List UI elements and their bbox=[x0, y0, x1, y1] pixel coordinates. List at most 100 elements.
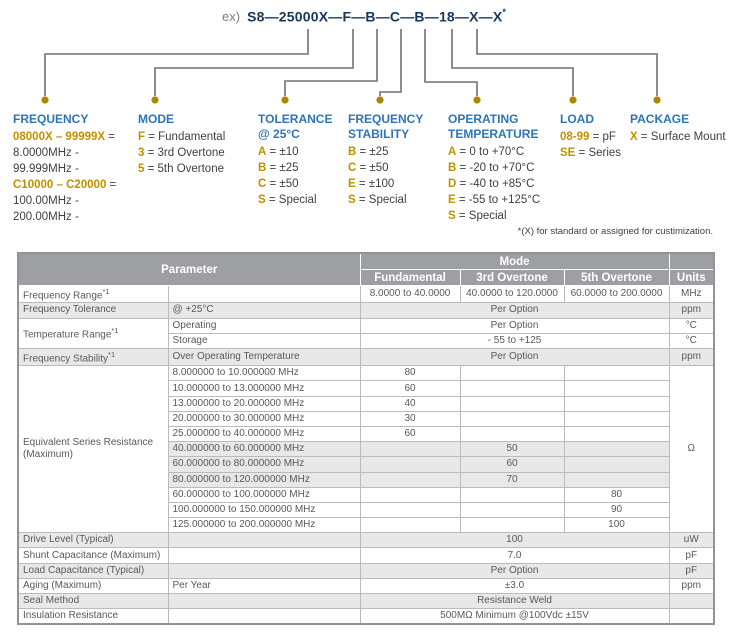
mode-value-cell: Per Option bbox=[359, 317, 670, 334]
mode-value-cell bbox=[459, 380, 565, 397]
table-row: 60.000000 to 80.000000 MHz 60 bbox=[18, 456, 714, 473]
mode-value-cell bbox=[459, 425, 565, 443]
mode-value-cell: Per Option bbox=[359, 562, 670, 579]
mode-value-cell: 60 bbox=[459, 456, 565, 473]
code-key: B bbox=[258, 162, 267, 174]
mode-value-cell: 40.0000 to 120.0000 bbox=[459, 284, 565, 304]
legend-item: C = ±50 bbox=[258, 178, 299, 190]
legend-column-load: LOAD 08-99 = pF SE = Series bbox=[560, 112, 621, 161]
col-header-mode: Mode bbox=[359, 252, 670, 270]
param-condition-cell bbox=[167, 562, 361, 579]
code-key: 08-99 bbox=[560, 131, 590, 143]
code-key: C10000 – C20000 bbox=[13, 179, 107, 191]
legend-heading: PACKAGE bbox=[630, 112, 726, 127]
legend-item: 99.999MHz - bbox=[13, 163, 79, 175]
units-cell: pF bbox=[668, 562, 715, 579]
mode-value-cell bbox=[563, 425, 670, 443]
mode-value-cell: 60 bbox=[359, 425, 461, 443]
legend-heading-line: MODE bbox=[138, 112, 174, 126]
mode-value-cell bbox=[359, 441, 461, 458]
param-name-cell: Insulation Resistance bbox=[17, 608, 169, 625]
mode-value-cell: 80 bbox=[359, 365, 461, 382]
param-condition-cell: 25.000000 to 40.000000 MHz bbox=[167, 425, 361, 443]
code-key: E bbox=[448, 194, 456, 206]
table-row: Shunt Capacitance (Maximum) 7.0 pF bbox=[17, 547, 715, 564]
legend-item: 5 = 5th Overtone bbox=[138, 163, 224, 175]
legend-item: F = Fundamental bbox=[138, 131, 226, 143]
param-name-cell: Aging (Maximum) bbox=[17, 577, 169, 595]
connector-lines bbox=[44, 29, 658, 96]
param-name-cell: Frequency Tolerance bbox=[17, 302, 169, 319]
mode-value-cell bbox=[563, 410, 670, 427]
mode-value-cell: 30 bbox=[359, 410, 461, 427]
table-row: 13.000000 to 20.000000 MHz 40 bbox=[18, 395, 714, 412]
table-row: 60.000000 to 100.000000 MHz 80 bbox=[18, 486, 714, 503]
mode-value-cell: 500MΩ Minimum @100Vdc ±15V bbox=[359, 608, 670, 625]
connector-dots bbox=[41, 96, 661, 104]
param-condition-cell: 60.000000 to 100.000000 MHz bbox=[167, 486, 361, 503]
legend-heading-line: PACKAGE bbox=[630, 112, 690, 126]
mode-value-cell bbox=[459, 410, 565, 427]
param-condition-cell bbox=[167, 547, 361, 564]
mode-value-cell: 50 bbox=[459, 441, 565, 458]
units-cell bbox=[668, 608, 715, 625]
code-key: 3 bbox=[138, 147, 145, 159]
mode-value-cell: Per Option bbox=[359, 302, 670, 319]
code-key: S bbox=[258, 194, 266, 206]
mode-value-cell: 7.0 bbox=[359, 547, 670, 564]
param-footnote-ref: *1 bbox=[108, 349, 116, 359]
code-key: B bbox=[348, 146, 357, 158]
legend-item: X = Surface Mount bbox=[630, 131, 726, 143]
units-cell: ppm bbox=[668, 347, 715, 367]
mode-value-cell: 8.0000 to 40.0000 bbox=[359, 284, 461, 304]
legend-heading-line: OPERATING bbox=[448, 112, 519, 126]
spec-table: Parameter Mode Fundamental 3rd Overtone … bbox=[17, 252, 716, 626]
code-key: X bbox=[630, 131, 638, 143]
spec-table-body: Frequency Range*1 8.0000 to 40.0000 40.000… bbox=[17, 284, 715, 625]
table-row: Equivalent Series Resistance (Maximum) 8.… bbox=[17, 365, 715, 534]
mode-value-cell bbox=[459, 501, 565, 519]
mode-value-cell bbox=[359, 471, 461, 488]
param-condition-cell: Per Year bbox=[167, 577, 361, 595]
legend-item: D = -40 to +85°C bbox=[448, 178, 535, 190]
code-key: A bbox=[448, 146, 457, 158]
legend-heading: LOAD bbox=[560, 112, 621, 127]
table-row: 25.000000 to 40.000000 MHz 60 bbox=[18, 425, 714, 443]
part-number-code: S8—25000X—F—B—C—B—18—X—X bbox=[247, 8, 503, 25]
param-condition-cell bbox=[167, 532, 361, 549]
legend-heading: OPERATING TEMPERATURE bbox=[448, 112, 540, 142]
param-condition-cell: 40.000000 to 60.000000 MHz bbox=[167, 441, 361, 458]
param-condition-cell bbox=[167, 608, 361, 625]
legend-item: A = ±10 bbox=[258, 146, 299, 158]
legend-heading-line: LOAD bbox=[560, 112, 594, 126]
code-key: 08000X – 99999X bbox=[13, 131, 106, 143]
table-row: 20.000000 to 30.000000 MHz 30 bbox=[18, 410, 714, 427]
param-condition-cell: 60.000000 to 80.000000 MHz bbox=[167, 456, 361, 473]
mode-value-cell bbox=[563, 456, 670, 473]
mode-value-cell bbox=[359, 501, 461, 519]
param-footnote-ref: *1 bbox=[111, 326, 119, 336]
col-header-units: Units bbox=[668, 269, 715, 286]
param-name-cell: Frequency Stability*1 bbox=[17, 347, 169, 367]
table-row: Frequency Range*1 8.0000 to 40.0000 40.000… bbox=[17, 284, 715, 304]
mode-value-cell bbox=[459, 517, 565, 534]
code-key: S bbox=[348, 194, 356, 206]
legend-heading-line: TEMPERATURE bbox=[448, 127, 539, 141]
table-row: Load Capacitance (Typical) Per Option pF bbox=[17, 562, 715, 579]
footnote: *(X) for standard or assigned for custim… bbox=[517, 226, 713, 237]
legend-item: 200.00MHz - bbox=[13, 211, 79, 223]
legend-column-tolerance: TOLERANCE @ 25°C A = ±10 B = ±25 C = ±50 S = … bbox=[258, 112, 332, 208]
legend-item: 08000X – 99999X = bbox=[13, 131, 116, 143]
param-condition-cell: 10.000000 to 13.000000 MHz bbox=[167, 380, 361, 397]
mode-value-cell: 100 bbox=[359, 532, 670, 549]
legend-column-frequency: FREQUENCY 08000X – 99999X = 8.0000MHz - 99.… bbox=[13, 112, 116, 225]
param-condition-cell: 100.000000 to 150.000000 MHz bbox=[167, 501, 361, 519]
mode-value-cell bbox=[359, 486, 461, 503]
units-cell: uW bbox=[668, 532, 715, 549]
param-condition-cell bbox=[167, 284, 361, 304]
legend-item: A = 0 to +70°C bbox=[448, 146, 525, 158]
legend-item: SE = Series bbox=[560, 147, 622, 159]
legend-item: 8.0000MHz - bbox=[13, 147, 79, 159]
mode-value-cell bbox=[459, 395, 565, 412]
legend-item: S = Special bbox=[348, 194, 407, 206]
